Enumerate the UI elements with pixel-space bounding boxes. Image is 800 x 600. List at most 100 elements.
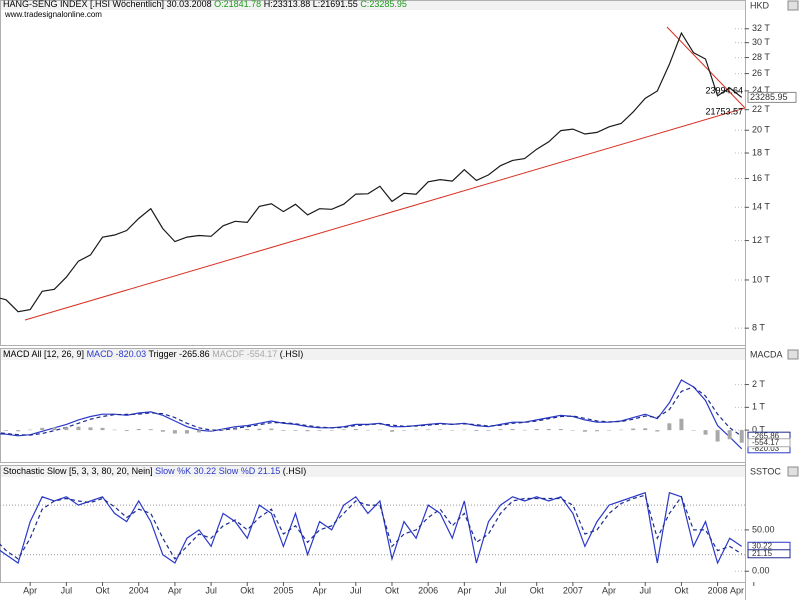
panel-title: MACD All [12, 26, 9] [3, 349, 84, 359]
axis-unit: SSTOC [750, 466, 781, 476]
histogram-bar [582, 430, 587, 432]
y-tick-label: 28 T [752, 52, 770, 62]
open: O:21841.78 [214, 0, 261, 9]
x-tick-label: Jul [61, 585, 73, 595]
stoch-header: Stochastic Slow [5, 3, 3, 80, 20, Nein] … [3, 466, 306, 476]
x-tick-label: 2004 [129, 585, 149, 595]
histogram-bar [462, 429, 467, 431]
histogram-bar [727, 430, 732, 440]
legend-value: 30.22 [194, 466, 217, 476]
histogram-bar [197, 430, 202, 433]
histogram-bar [52, 427, 57, 431]
histogram-bar [486, 430, 491, 431]
histogram-bar [136, 428, 141, 431]
histogram-bar [4, 430, 9, 431]
current-value: -820.03 [752, 444, 780, 453]
x-tick-label: Apr [313, 585, 327, 595]
legend-value: -265.86 [179, 349, 210, 359]
histogram-bar [438, 429, 443, 431]
x-tick-label: Apr [457, 585, 471, 595]
y-tick-label: 20 T [752, 125, 770, 135]
y-tick-label: 10 T [752, 274, 770, 284]
histogram-bar [703, 430, 708, 435]
panel-button[interactable] [787, 466, 799, 477]
histogram-bar [679, 418, 684, 431]
axis-unit: MACDA [750, 349, 783, 359]
axis-unit: HKD [750, 0, 770, 10]
legend-value: -820.03 [116, 349, 147, 359]
histogram-bar [329, 430, 334, 431]
histogram-bar [184, 430, 189, 434]
histogram-bar [474, 430, 479, 432]
histogram-bar [643, 428, 648, 431]
histogram-bar [365, 429, 370, 431]
y-tick-label: 8 T [752, 323, 765, 333]
y-tick-label: 30 T [752, 37, 770, 47]
histogram-bar [341, 429, 346, 431]
histogram-bar [112, 429, 117, 431]
x-tick-label: 2007 [563, 585, 583, 595]
histogram-bar [619, 429, 624, 431]
y-tick-label: 50.00 [752, 524, 775, 534]
histogram-bar [377, 429, 382, 431]
current-value: 23285.95 [750, 92, 788, 102]
histogram-bar [269, 428, 274, 431]
histogram-bar [100, 427, 105, 431]
histogram-bar [88, 427, 93, 431]
panel-title: Stochastic Slow [5, 3, 3, 80, 20, Nein] [3, 466, 153, 476]
series-line [0, 31, 743, 313]
histogram-bar [510, 428, 515, 431]
panel-button[interactable] [787, 349, 799, 360]
histogram-bar [498, 429, 503, 431]
panel-button[interactable] [787, 0, 799, 11]
histogram-bar [715, 430, 720, 442]
histogram-bar [40, 427, 45, 431]
x-tick-label: Okt [385, 585, 400, 595]
histogram-bar [691, 430, 696, 431]
y-tick-label: 0.00 [752, 566, 770, 576]
current-value-box [747, 549, 791, 559]
histogram-bar [209, 430, 214, 432]
legend-name: MACDF [212, 349, 244, 359]
x-tick-label: Apr [23, 585, 37, 595]
header-strip [1, 1, 745, 10]
y-tick-label: 12 T [752, 235, 770, 245]
histogram-bar [607, 430, 612, 431]
plot-area [0, 491, 743, 565]
legend-value: 21.15 [258, 466, 281, 476]
x-tick-label: Jul [205, 585, 217, 595]
x-tick-label: Apr [602, 585, 616, 595]
histogram-bar [426, 429, 431, 431]
y-tick-label: 18 T [752, 147, 770, 157]
y-tick-label: 14 T [752, 202, 770, 212]
histogram-bar [160, 430, 165, 432]
histogram-bar [305, 430, 310, 432]
histogram-bar [148, 429, 153, 431]
series-line [0, 494, 743, 560]
legend-value: -554.17 [247, 349, 278, 359]
histogram-bar [281, 430, 286, 431]
plot-area [0, 31, 743, 313]
chart-title: HANG-SENG INDEX [.HSI Wöchentlich] [3, 0, 164, 9]
histogram-bar [558, 428, 563, 431]
histogram-bar [631, 428, 636, 431]
close: C:23285.95 [360, 0, 407, 9]
plot-area [0, 379, 744, 450]
current-value: 21.15 [752, 549, 773, 558]
histogram-bar [293, 430, 298, 431]
histogram-bar [233, 428, 238, 431]
legend-name: Trigger [148, 349, 176, 359]
histogram-bar [595, 430, 599, 432]
current-value-box [747, 438, 791, 448]
y-tick-label: 2 T [752, 379, 765, 389]
source: www.tradesignalonline.com [4, 10, 102, 19]
histogram-bar [172, 430, 177, 434]
histogram-bar [655, 430, 660, 432]
histogram-bar [402, 430, 407, 431]
histogram-bar [221, 428, 226, 431]
x-tick-label: Jul [495, 585, 507, 595]
y-tick-label: 24 T [752, 85, 770, 95]
x-tick-label: Apr [730, 585, 744, 595]
series-line [0, 386, 743, 437]
